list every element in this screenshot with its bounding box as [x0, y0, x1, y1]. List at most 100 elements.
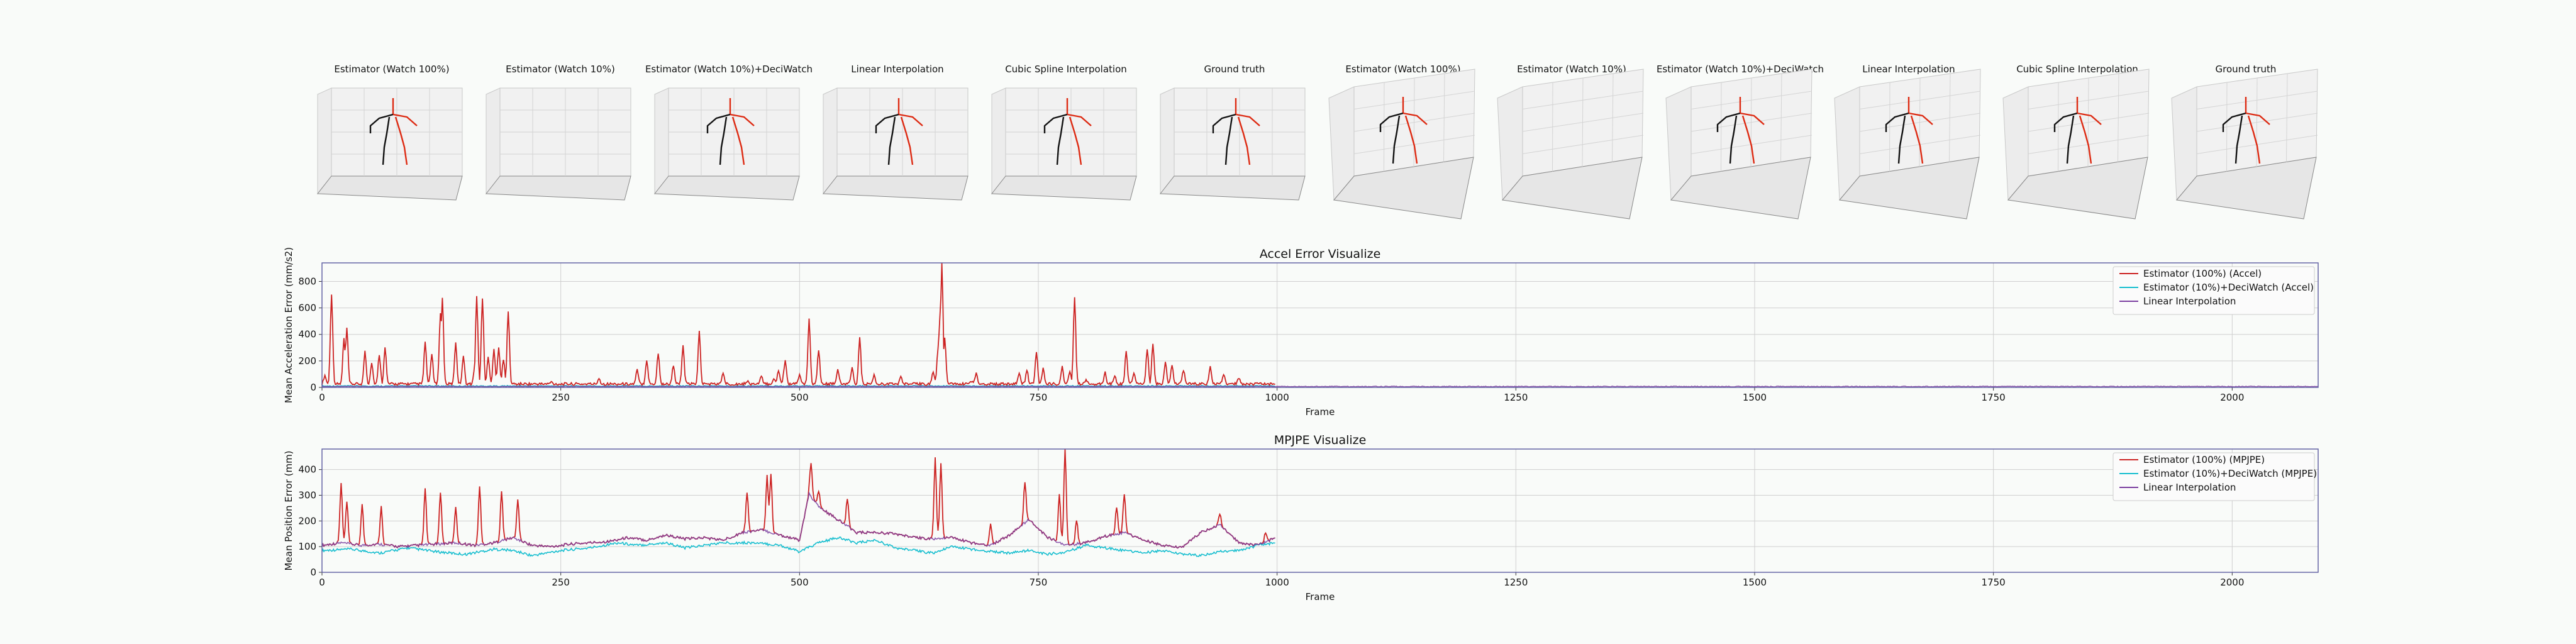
pane-floor: [1502, 157, 1643, 219]
grid-line: [2118, 73, 2119, 162]
x-tick-label: 2000: [2220, 577, 2244, 588]
panel-title: Estimator (Watch 10%): [1517, 64, 1626, 75]
skeleton-panel: Estimator (Watch 10%): [1497, 64, 1644, 219]
y-tick-label: 300: [298, 490, 316, 501]
skeleton-left-arm: [706, 113, 731, 133]
panel-title: Estimator (Watch 10%)+DeciWatch: [1657, 64, 1824, 75]
pane-floor: [2176, 157, 2317, 219]
pane-left: [823, 87, 838, 195]
skeleton-left-leg: [1897, 115, 1906, 164]
chart-title: MPJPE Visualize: [1274, 433, 1367, 447]
grid-line: [1780, 73, 1782, 162]
series-line-1: [321, 263, 1275, 387]
x-tick-label: 750: [1030, 577, 1048, 588]
grid-line: [1522, 113, 1644, 132]
skeleton-right-arm: [1402, 112, 1428, 125]
skeleton-left-arm: [1716, 112, 1741, 132]
x-tick-label: 500: [791, 577, 809, 588]
x-tick-label: 1250: [1504, 392, 1528, 403]
x-axis-label: Frame: [1306, 406, 1335, 418]
x-tick-label: 0: [319, 577, 325, 588]
skeleton-right-leg: [731, 116, 745, 165]
y-tick-label: 200: [298, 355, 316, 367]
panel-title: Estimator (Watch 10%): [506, 64, 615, 75]
y-tick-label: 800: [298, 275, 316, 287]
x-tick-label: 250: [552, 392, 570, 403]
skeleton-right-leg: [1910, 115, 1924, 164]
axes-frame: [321, 262, 2319, 388]
series-line-2: [321, 536, 1275, 557]
skeleton-left-arm: [2053, 112, 2078, 132]
x-axis-label: Frame: [1306, 591, 1335, 602]
panel-title: Cubic Spline Interpolation: [2016, 64, 2138, 75]
skeleton-right-leg: [2079, 115, 2092, 164]
pane-floor: [2007, 157, 2148, 219]
legend-label: Linear Interpolation: [2143, 296, 2236, 307]
skeleton-right-leg: [394, 116, 408, 165]
panel-title: Estimator (Watch 100%): [1345, 64, 1460, 75]
legend-label: Estimator (10%)+DeciWatch (Accel): [2143, 282, 2314, 293]
chart-title: Accel Error Visualize: [1260, 247, 1381, 261]
skeleton-right-arm: [392, 113, 418, 126]
grid-line: [1690, 113, 1813, 132]
pane-floor: [654, 175, 800, 201]
y-tick-label: 0: [310, 382, 316, 393]
legend-box: [2112, 452, 2315, 501]
skeleton-right-arm: [898, 113, 923, 126]
pane-left: [654, 87, 669, 195]
pane-left: [317, 87, 332, 195]
mpjpe-chart: 0 250 500 750 1000 1250 1500 1750 2000 0 100 200 300…: [283, 433, 2319, 602]
skeleton-panel: Estimator (Watch 100%): [1328, 64, 1475, 219]
y-tick-label: 0: [310, 567, 316, 578]
x-tick-label: 1250: [1504, 577, 1528, 588]
skeleton-left-leg: [2066, 115, 2075, 164]
skeleton-panels-row: Estimator (Watch 100%) Estimator (Watch 1…: [317, 64, 2318, 219]
skeleton-panel: Estimator (Watch 10%)+DeciWatch: [645, 64, 813, 201]
legend-box: [2112, 266, 2315, 315]
pane-floor: [486, 175, 631, 201]
skeleton-left-arm: [1043, 113, 1068, 133]
legend-label: Estimator (10%)+DeciWatch (MPJPE): [2143, 468, 2317, 479]
skeleton-left-leg: [719, 116, 728, 165]
x-tick-label: 250: [552, 577, 570, 588]
skeleton-right-leg: [900, 116, 914, 165]
panel-title: Ground truth: [1204, 64, 1265, 75]
x-tick-label: 500: [791, 392, 809, 403]
grid-line: [1859, 113, 1981, 132]
skeleton-panel: Estimator (Watch 10%): [486, 64, 631, 201]
grid-line: [1353, 113, 1475, 132]
pane-floor: [991, 175, 1137, 201]
skeleton-left-leg: [1729, 115, 1738, 164]
y-axis-label: Mean Acceleration Error (mm/s2): [283, 247, 294, 403]
skeleton-left-arm: [875, 113, 899, 133]
grid-line: [2286, 73, 2288, 162]
pane-floor: [317, 175, 463, 201]
legend-label: Linear Interpolation: [2143, 482, 2236, 493]
grid-line: [1949, 73, 1951, 162]
y-tick-label: 200: [298, 515, 316, 526]
skeleton-left-arm: [1212, 113, 1236, 133]
x-tick-label: 1750: [1982, 392, 2006, 403]
grid-line: [2196, 113, 2318, 132]
x-tick-label: 0: [319, 392, 325, 403]
x-tick-label: 1500: [1743, 392, 1767, 403]
legend-label: Estimator (100%) (MPJPE): [2143, 454, 2265, 465]
pane-floor: [1839, 157, 1980, 219]
plot-area: [322, 449, 2318, 572]
skeleton-left-leg: [1224, 116, 1233, 165]
grid-line: [1612, 73, 1614, 162]
pane-left: [486, 87, 501, 195]
panel-title: Estimator (Watch 10%)+DeciWatch: [645, 64, 813, 75]
skeleton-right-leg: [1741, 115, 1755, 164]
skeleton-right-leg: [1404, 115, 1418, 164]
legend-label: Estimator (100%) (Accel): [2143, 268, 2262, 279]
x-tick-label: 1000: [1265, 392, 1289, 403]
y-axis-label: Mean Position Error (mm): [283, 450, 294, 570]
grid-line: [1522, 135, 1644, 154]
skeleton-panel: Estimator (Watch 10%)+DeciWatch: [1657, 64, 1824, 219]
pane-floor: [1670, 157, 1811, 219]
y-tick-label: 100: [298, 541, 316, 552]
skeleton-right-arm: [2077, 112, 2102, 125]
